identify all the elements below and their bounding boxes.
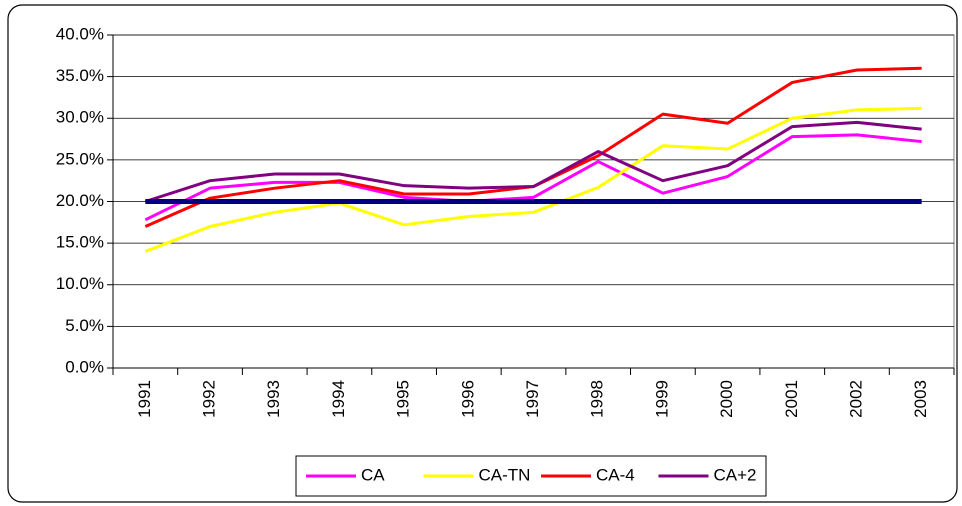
legend-box	[295, 455, 767, 497]
x-tick-label: 1993	[264, 380, 283, 418]
x-tick-label: 1994	[329, 380, 348, 418]
y-tick-label: 40.0%	[56, 24, 104, 43]
x-tick-label: 1992	[200, 380, 219, 418]
legend-label: CA	[361, 465, 385, 484]
legend-label: CA-4	[596, 465, 635, 484]
x-tick-label: 1997	[523, 380, 542, 418]
x-tick-label: 1999	[652, 380, 671, 418]
x-tick-label: 1995	[394, 380, 413, 418]
y-tick-label: 35.0%	[56, 66, 104, 85]
x-tick-label: 2003	[911, 380, 930, 418]
x-tick-label: 1996	[458, 380, 477, 418]
y-tick-label: 15.0%	[56, 233, 104, 252]
x-tick-label: 1998	[588, 380, 607, 418]
x-tick-label: 2000	[717, 380, 736, 418]
y-tick-label: 30.0%	[56, 108, 104, 127]
y-tick-label: 20.0%	[56, 191, 104, 210]
x-tick-label: 2002	[846, 380, 865, 418]
series-line	[144, 106, 922, 253]
y-tick-label: 0.0%	[65, 357, 104, 376]
x-tick-label: 1991	[135, 380, 154, 418]
y-tick-label: 10.0%	[56, 274, 104, 293]
series-line	[144, 133, 922, 222]
legend-label: CA+2	[714, 465, 757, 484]
legend-label: CA-TN	[479, 465, 531, 484]
y-tick-label: 5.0%	[65, 316, 104, 335]
y-tick-label: 25.0%	[56, 149, 104, 168]
series-line	[144, 120, 922, 203]
x-tick-label: 2001	[782, 380, 801, 418]
